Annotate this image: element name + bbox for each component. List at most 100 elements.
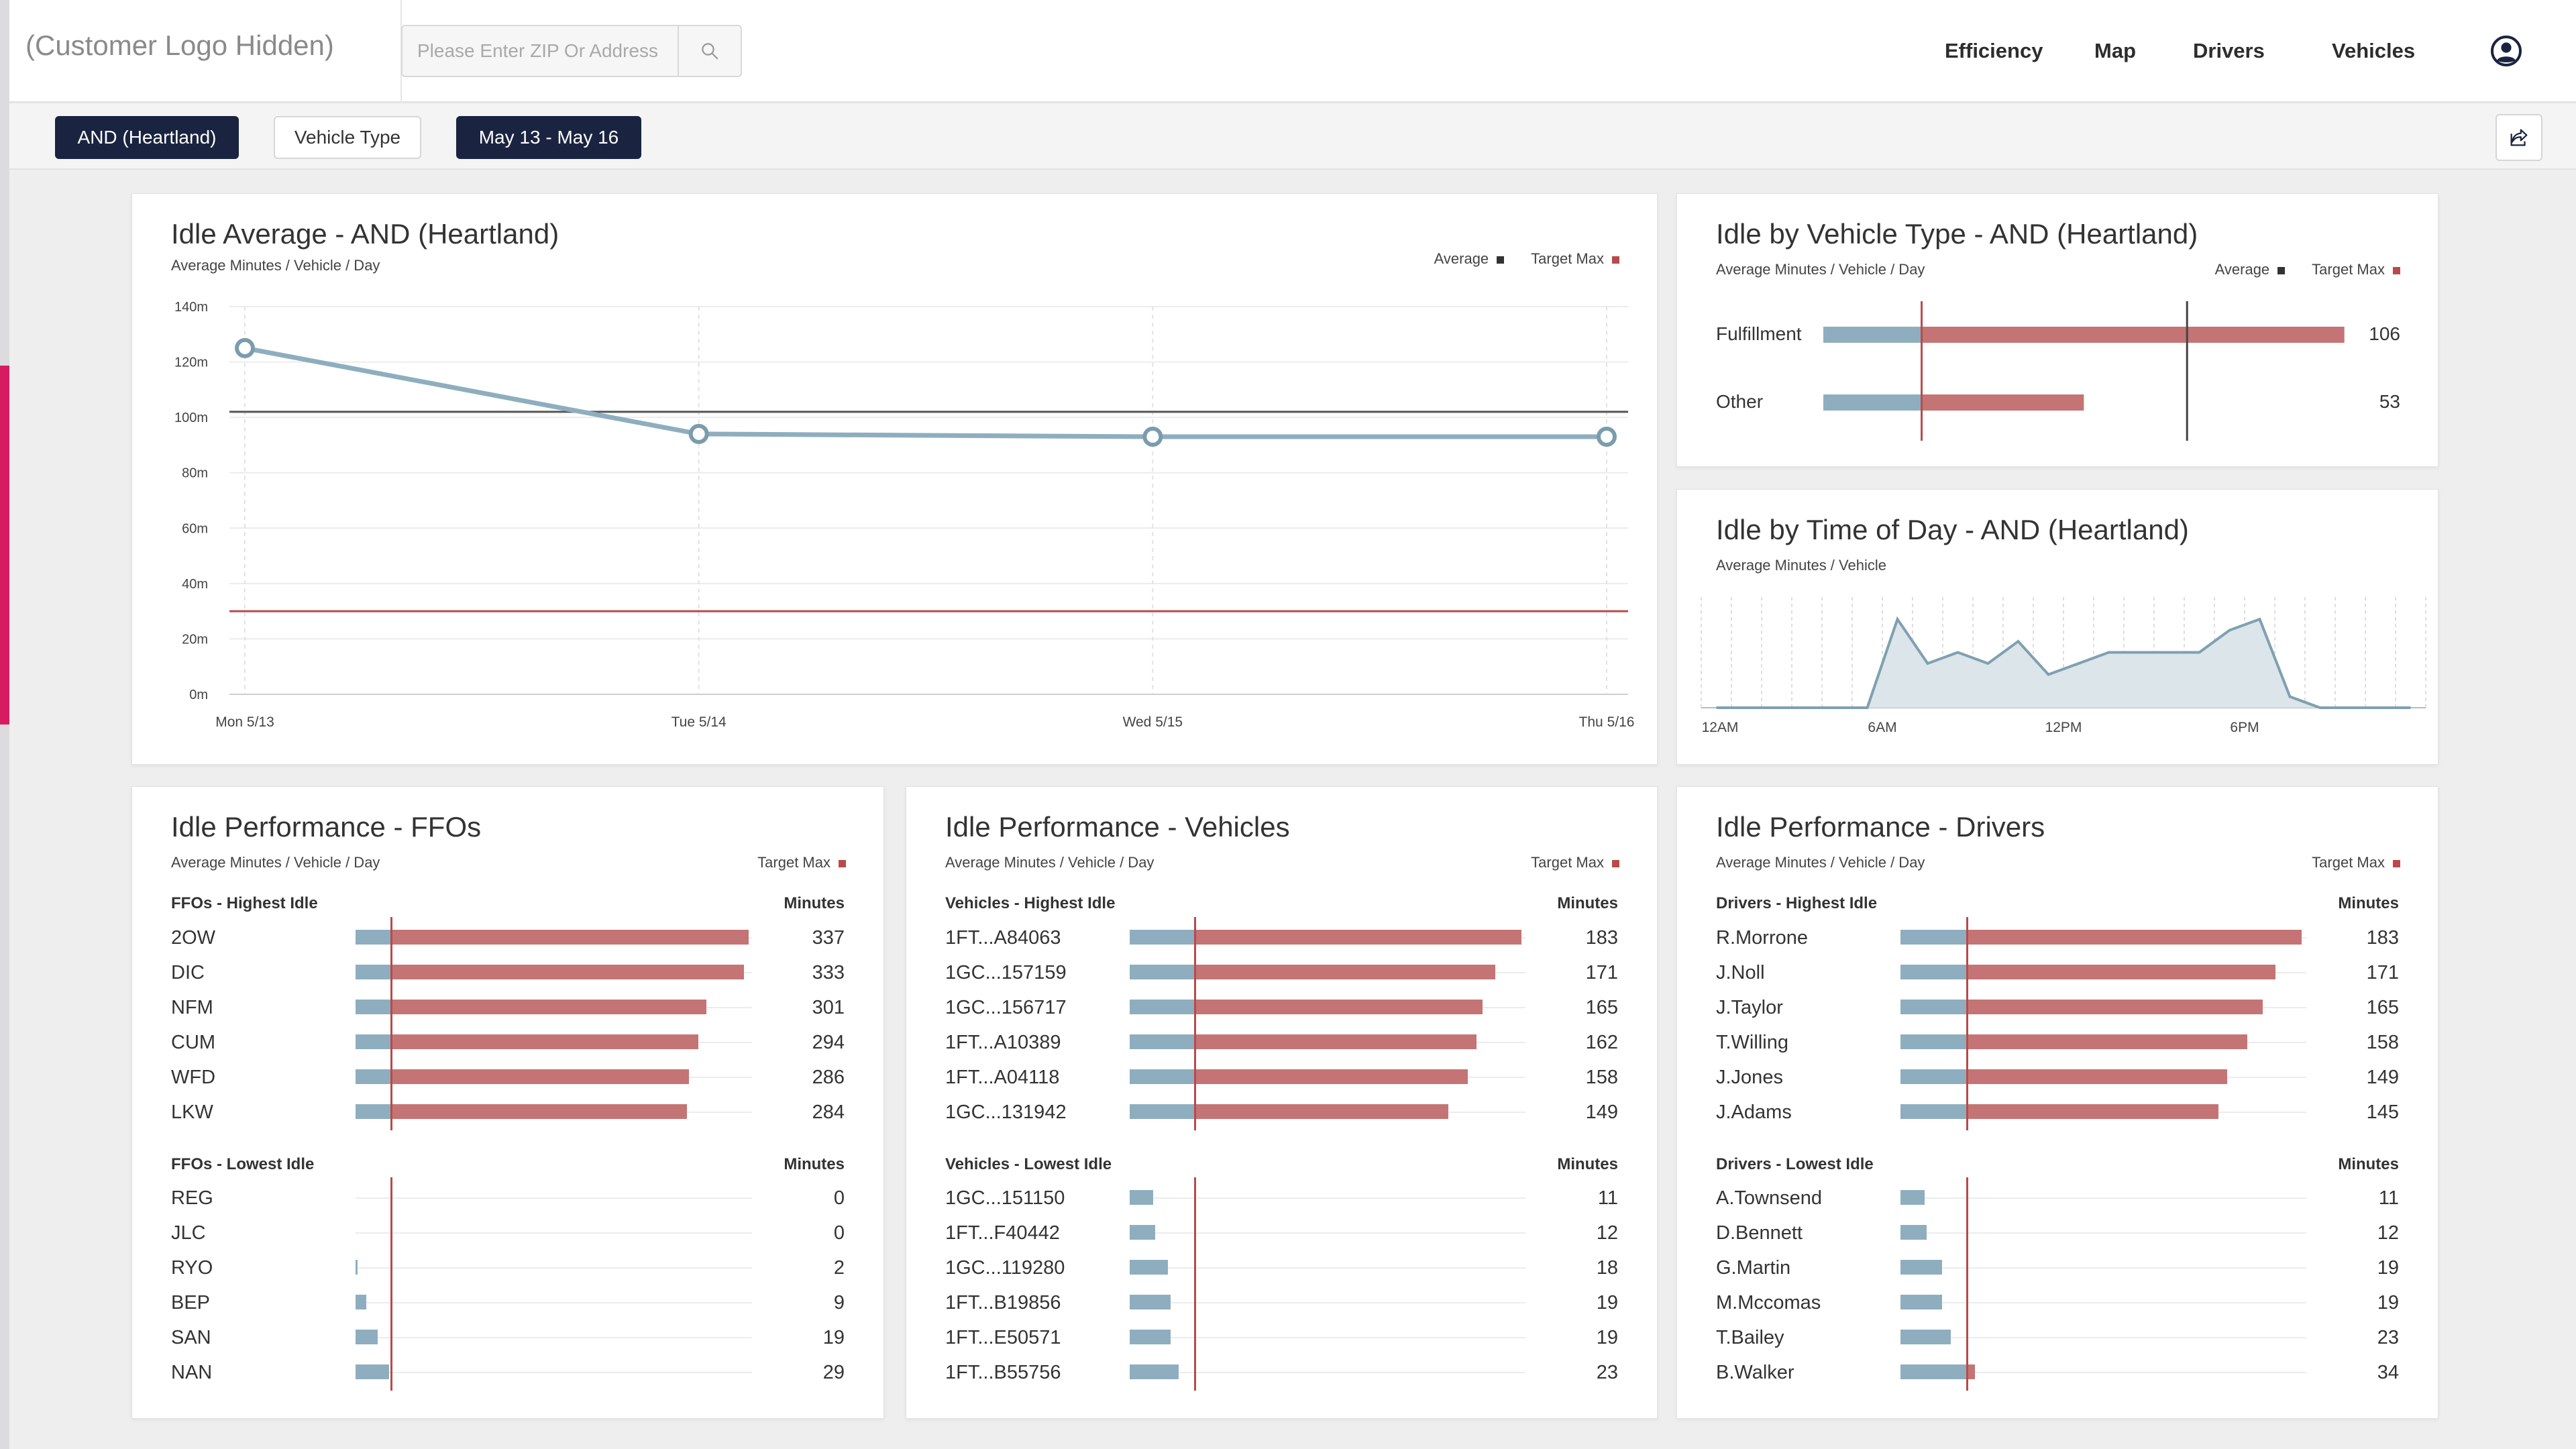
list-item[interactable]: J.Noll 171	[1716, 956, 2399, 989]
vehicles-title: Idle Performance - Vehicles	[945, 811, 1290, 843]
list-header: Drivers - Highest Idle Minutes	[1716, 894, 2399, 913]
list-item[interactable]: 1GC...151150 11	[945, 1181, 1618, 1215]
list-item-name: REG	[171, 1187, 213, 1209]
list-item[interactable]: NFM 301	[171, 991, 845, 1024]
export-button[interactable]	[2496, 114, 2542, 161]
list-item[interactable]: T.Bailey 23	[1716, 1321, 2399, 1354]
nav-efficiency[interactable]: Efficiency	[1945, 39, 2043, 62]
list-item[interactable]: BEP 9	[171, 1286, 845, 1320]
nav-map[interactable]: Map	[2094, 39, 2136, 62]
bar-below-target	[1130, 1225, 1156, 1240]
bar-above-target	[1966, 965, 2276, 979]
list-item[interactable]: NAN 29	[171, 1356, 845, 1389]
list-item[interactable]: 1GC...119280 18	[945, 1251, 1618, 1285]
list-item[interactable]: WFD 286	[171, 1061, 845, 1094]
minutes-column-header: Minutes	[784, 1155, 845, 1173]
list-item-value: 337	[812, 927, 845, 949]
list-item-name: J.Noll	[1716, 962, 1765, 983]
list-item[interactable]: 2OW 337	[171, 921, 845, 955]
bar-above-target	[1193, 930, 1521, 945]
list-item[interactable]: 1GC...131942 149	[945, 1095, 1618, 1129]
list-item[interactable]: SAN 19	[171, 1321, 845, 1354]
list-item-value: 0	[833, 1222, 845, 1244]
list-item-value: 301	[812, 997, 845, 1018]
legend-target-label: Target Max	[2312, 854, 2385, 871]
list-header: FFOs - Highest Idle Minutes	[171, 894, 845, 913]
list-item-name: BEP	[171, 1292, 211, 1313]
list-item[interactable]: 1GC...157159 171	[945, 956, 1618, 989]
minutes-column-header: Minutes	[2338, 1155, 2399, 1173]
minutes-column-header: Minutes	[2338, 894, 2399, 912]
bar-above-target	[1966, 1000, 2263, 1014]
nav-drivers[interactable]: Drivers	[2193, 39, 2265, 62]
list-item[interactable]: LKW 284	[171, 1095, 845, 1129]
list-item-name: B.Walker	[1716, 1362, 1794, 1383]
minutes-column-header: Minutes	[1557, 894, 1618, 912]
vehicle-type-filter-button[interactable]: Vehicle Type	[274, 116, 421, 159]
vehicle-type-bar-chart: Fulfillment 106 Other 53	[1716, 301, 2400, 441]
list-item[interactable]: 1FT...E50571 19	[945, 1321, 1618, 1354]
legend-target-label: Target Max	[1531, 250, 1604, 267]
time-of-day-line	[1716, 616, 2411, 709]
list-item[interactable]: J.Jones 149	[1716, 1061, 2399, 1094]
date-range-button[interactable]: May 13 - May 16	[456, 116, 641, 159]
idle-performance-ffos-card: Idle Performance - FFOs Average Minutes …	[131, 786, 884, 1419]
bar-above-target	[1966, 1034, 2247, 1049]
bar-above-target	[1193, 1104, 1449, 1119]
list-item-name: 1GC...151150	[945, 1187, 1065, 1209]
list-item-name: D.Bennett	[1716, 1222, 1803, 1244]
search-button[interactable]	[679, 26, 741, 76]
list-item[interactable]: RYO 2	[171, 1251, 845, 1285]
list-item[interactable]: J.Taylor 165	[1716, 991, 2399, 1024]
list-item-value: 19	[2377, 1292, 2399, 1313]
list-item[interactable]: 1FT...B19856 19	[945, 1286, 1618, 1320]
list-item[interactable]: 1FT...A84063 183	[945, 921, 1618, 955]
y-tick-label: 80m	[182, 466, 208, 481]
region-filter-button[interactable]: AND (Heartland)	[55, 116, 239, 159]
list-item-name: 1FT...E50571	[945, 1327, 1061, 1348]
bar-below-target	[1900, 965, 1967, 979]
list-item[interactable]: 1GC...156717 165	[945, 991, 1618, 1024]
list-item-name: JLC	[171, 1222, 206, 1244]
vehicles-legend: Target Max	[1531, 854, 1619, 871]
bar-below-target	[1900, 1225, 1927, 1240]
vehicle-type-value: 53	[2379, 391, 2400, 412]
user-account-icon[interactable]	[2490, 35, 2522, 67]
list-item[interactable]: 1FT...F40442 12	[945, 1216, 1618, 1250]
search-input[interactable]	[402, 26, 679, 76]
target-max-line	[1966, 917, 1969, 1130]
list-item-value: 294	[812, 1032, 845, 1053]
bar-track	[356, 1232, 752, 1234]
list-item[interactable]: REG 0	[171, 1181, 845, 1215]
list-item-value: 162	[1585, 1032, 1618, 1053]
list-item-value: 2	[833, 1257, 845, 1279]
bar-below-target	[356, 1069, 391, 1084]
list-item[interactable]: JLC 0	[171, 1216, 845, 1250]
list-item[interactable]: D.Bennett 12	[1716, 1216, 2399, 1250]
list-item[interactable]: J.Adams 145	[1716, 1095, 2399, 1129]
list-item[interactable]: 1FT...A10389 162	[945, 1026, 1618, 1059]
list-item[interactable]: 1FT...A04118 158	[945, 1061, 1618, 1094]
bar-below-target	[1130, 1190, 1154, 1205]
list-item[interactable]: T.Willing 158	[1716, 1026, 2399, 1059]
list-item[interactable]: G.Martin 19	[1716, 1251, 2399, 1285]
list-item[interactable]: M.Mccomas 19	[1716, 1286, 2399, 1320]
list-header-label: Drivers - Lowest Idle	[1716, 1155, 1874, 1173]
nav-vehicles[interactable]: Vehicles	[2332, 39, 2416, 62]
list-item[interactable]: 1FT...B55756 23	[945, 1356, 1618, 1389]
list-item-name: SAN	[171, 1327, 211, 1348]
vehicle-type-bar-above-target	[1921, 394, 2084, 411]
list-item[interactable]: DIC 333	[171, 956, 845, 989]
bar-above-target	[1193, 1069, 1468, 1084]
list-item[interactable]: CUM 294	[171, 1026, 845, 1059]
bar-track	[1130, 1337, 1525, 1338]
list-item[interactable]: A.Townsend 11	[1716, 1181, 2399, 1215]
list-item-name: A.Townsend	[1716, 1187, 1822, 1209]
bar-below-target	[1900, 1260, 1943, 1275]
bar-below-target	[1130, 930, 1194, 945]
list-item[interactable]: R.Morrone 183	[1716, 921, 2399, 955]
list-item-name: RYO	[171, 1257, 213, 1279]
bar-track	[1900, 1197, 2306, 1199]
list-item-value: 12	[1596, 1222, 1618, 1244]
list-item[interactable]: B.Walker 34	[1716, 1356, 2399, 1389]
